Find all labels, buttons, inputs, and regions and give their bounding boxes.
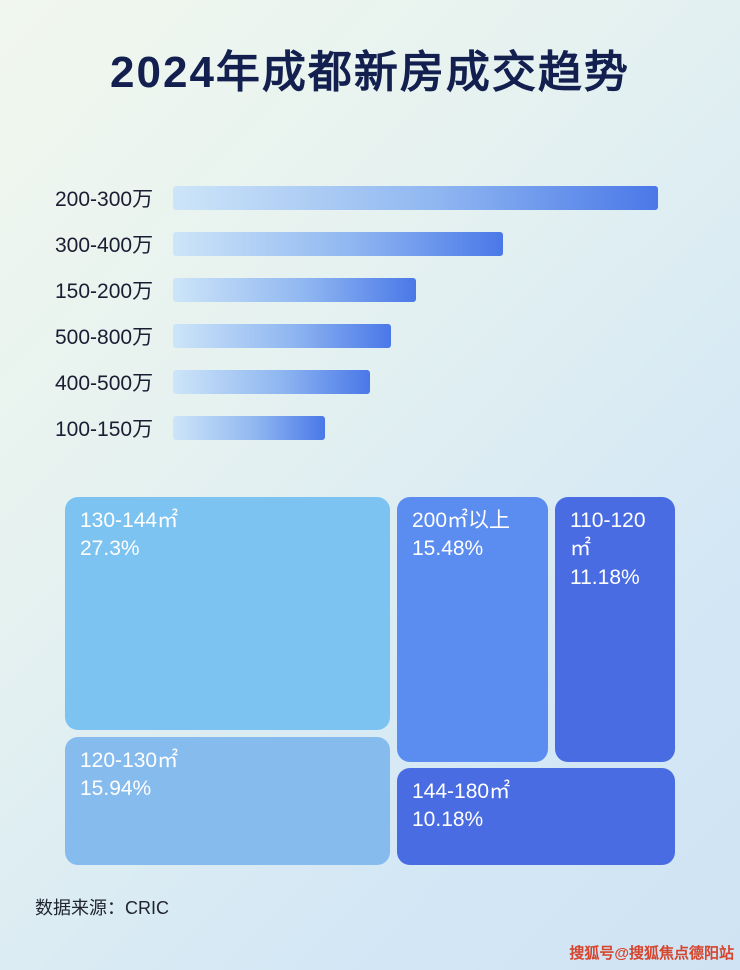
treemap-block-144-180: 144-180㎡ 10.18% [397, 768, 675, 865]
bar-track [173, 278, 685, 302]
bar [173, 232, 503, 256]
bar-track [173, 232, 685, 256]
treemap-block-label: 144-180㎡ [412, 780, 511, 803]
treemap-block-value: 11.18% [570, 565, 640, 589]
bar [173, 186, 658, 210]
bar [173, 370, 370, 394]
treemap-block-130-144: 130-144㎡ 27.3% [65, 497, 390, 730]
treemap: 130-144㎡ 27.3% 200㎡以上 15.48% 110-120㎡ 11… [65, 497, 675, 865]
treemap-block-value: 15.48% [412, 537, 484, 561]
treemap-block-label: 130-144㎡ [80, 509, 179, 532]
bar [173, 278, 416, 302]
bar-label: 400-500万 [55, 372, 154, 395]
bar-track [173, 186, 685, 210]
bar-label: 500-800万 [55, 326, 154, 349]
treemap-block-value: 10.18% [412, 808, 484, 832]
bar-row: 400-500万 [55, 370, 685, 395]
bar-row: 150-200万 [55, 278, 685, 303]
bar-track [173, 370, 685, 394]
watermark: 搜狐号@搜狐焦点德阳站 [569, 945, 734, 962]
bar-label: 100-150万 [55, 418, 154, 441]
bar-label: 300-400万 [55, 234, 154, 257]
treemap-block-label: 110-120㎡ [570, 509, 646, 561]
treemap-block-120-130: 120-130㎡ 15.94% [65, 737, 390, 865]
data-source: 数据来源：CRIC [35, 898, 169, 918]
page-title: 2024年成都新房成交趋势 [110, 48, 630, 97]
bar-row: 100-150万 [55, 416, 685, 441]
treemap-block-value: 27.3% [80, 537, 140, 561]
bar [173, 324, 391, 348]
bar-label: 150-200万 [55, 280, 154, 303]
bar-row: 200-300万 [55, 186, 685, 211]
bar-label: 200-300万 [55, 188, 154, 211]
bar-chart: 200-300万 300-400万 150-200万 500-800万 400- [55, 186, 685, 462]
treemap-block-110-120: 110-120㎡ 11.18% [555, 497, 675, 762]
bar-track [173, 416, 685, 440]
bar-row: 300-400万 [55, 232, 685, 257]
bar [173, 416, 325, 440]
treemap-block-label: 200㎡以上 [412, 509, 511, 532]
treemap-block-value: 15.94% [80, 777, 152, 801]
bar-track [173, 324, 685, 348]
treemap-block-label: 120-130㎡ [80, 749, 179, 772]
treemap-block-200-plus: 200㎡以上 15.48% [397, 497, 548, 762]
bar-row: 500-800万 [55, 324, 685, 349]
